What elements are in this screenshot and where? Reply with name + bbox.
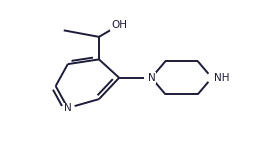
Text: OH: OH (111, 20, 127, 30)
Text: N: N (64, 103, 72, 113)
Text: NH: NH (214, 73, 229, 83)
Text: N: N (147, 73, 155, 83)
